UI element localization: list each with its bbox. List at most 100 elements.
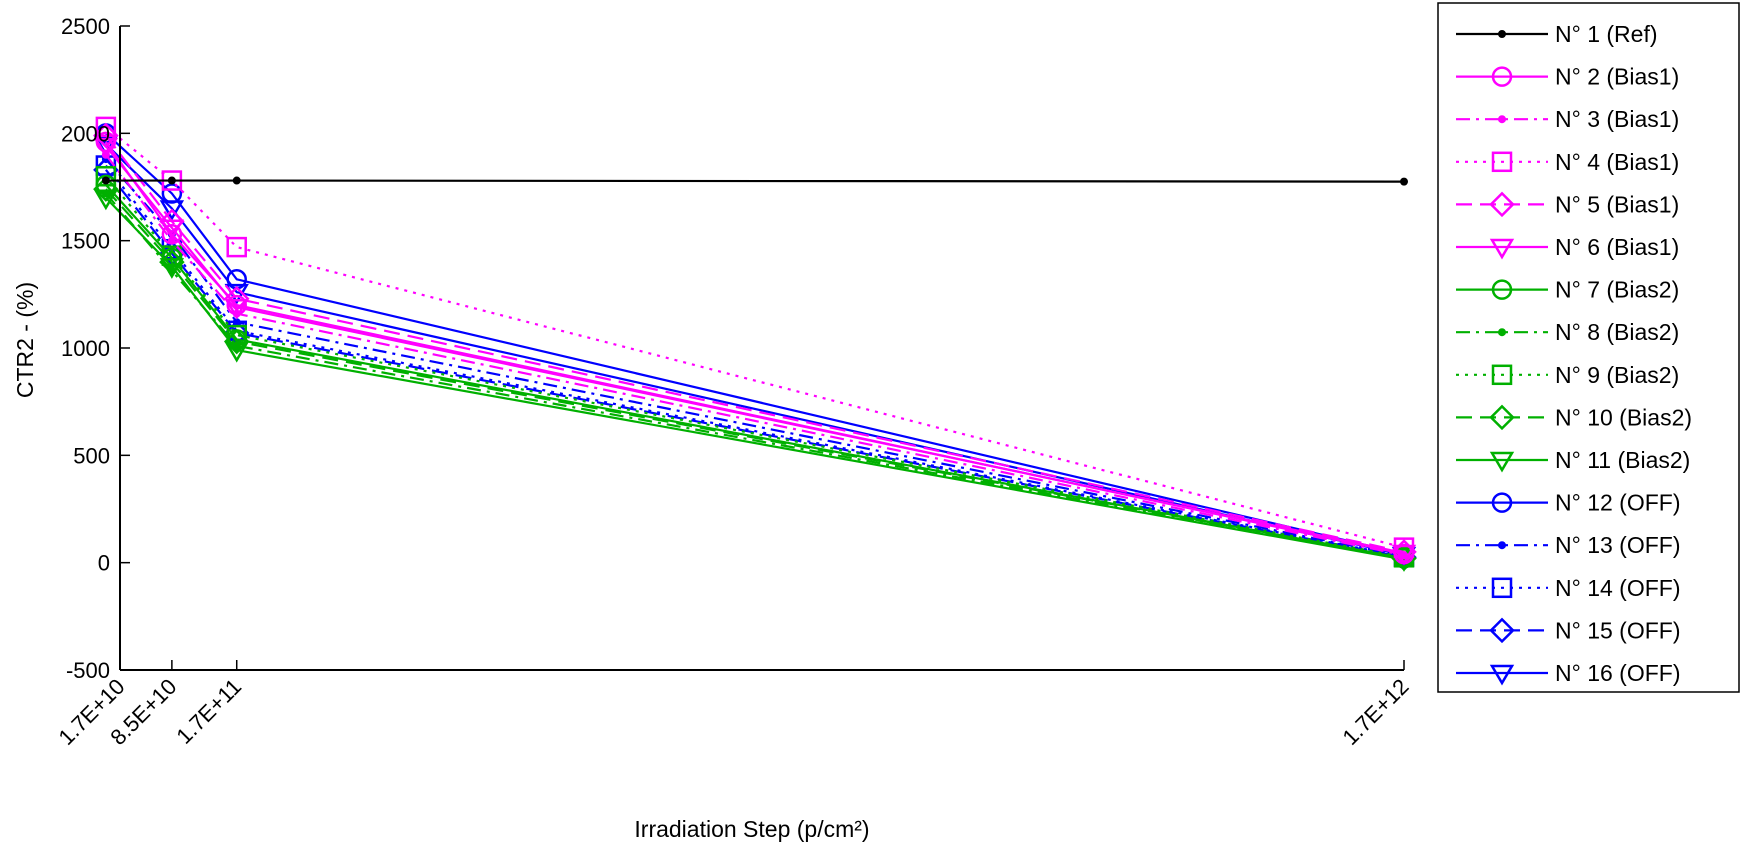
legend-label: N° 8 (Bias2)	[1555, 319, 1679, 345]
plot-series	[93, 116, 1417, 572]
legend-item: N° 7 (Bias2)	[1456, 277, 1679, 303]
legend-label: N° 1 (Ref)	[1555, 21, 1658, 47]
legend-item: N° 2 (Bias1)	[1456, 64, 1679, 90]
series-line	[105, 169, 1405, 559]
x-axis-label: Irradiation Step (p/cm²)	[634, 816, 869, 842]
legend-item: N° 3 (Bias1)	[1456, 106, 1679, 132]
legend-marker	[1489, 451, 1515, 473]
plot-axes: -500050010001500200025001.7E+108.5E+101.…	[53, 14, 1413, 750]
series-line	[105, 179, 1405, 183]
legend-item: N° 4 (Bias1)	[1456, 149, 1679, 175]
legend-label: N° 13 (OFF)	[1555, 532, 1680, 558]
legend-marker	[1491, 364, 1513, 386]
series-line	[105, 184, 1405, 560]
data-point	[224, 298, 249, 320]
legend-item: N° 6 (Bias1)	[1456, 234, 1679, 260]
series-1	[101, 176, 1408, 186]
data-point	[232, 176, 241, 185]
series-7	[95, 174, 1415, 569]
series-line	[105, 192, 1405, 560]
legend-marker	[1491, 151, 1513, 173]
series-line	[104, 141, 1405, 556]
y-axis-label: CTR2 - (%)	[12, 282, 38, 398]
legend-label: N° 10 (Bias2)	[1555, 404, 1692, 430]
data-point	[1400, 177, 1408, 186]
y-tick-label: 1000	[61, 336, 110, 361]
legend-marker	[1489, 191, 1515, 218]
y-tick-label: 0	[98, 551, 110, 576]
series-line	[105, 132, 1405, 556]
series-line	[105, 145, 1405, 555]
data-point	[93, 122, 119, 149]
legend-label: N° 9 (Bias2)	[1555, 362, 1679, 388]
legend-item: N° 13 (OFF)	[1456, 532, 1680, 558]
y-tick-label: 500	[73, 443, 110, 468]
legend-item: N° 1 (Ref)	[1456, 21, 1658, 47]
legend-marker	[1498, 30, 1506, 38]
legend-label: N° 7 (Bias2)	[1555, 277, 1679, 303]
legend-label: N° 5 (Bias1)	[1555, 191, 1679, 217]
x-tick-label: 1.7E+11	[171, 674, 246, 749]
legend-label: N° 11 (Bias2)	[1555, 447, 1690, 473]
legend-item: N° 5 (Bias1)	[1456, 191, 1679, 217]
legend-item: N° 12 (OFF)	[1456, 490, 1680, 516]
data-point	[161, 223, 183, 245]
x-tick-label: 1.7E+12	[1337, 674, 1413, 750]
legend-marker	[1498, 328, 1506, 337]
data-point	[95, 174, 117, 196]
series-9	[95, 166, 1415, 568]
legend-box	[1437, 2, 1740, 693]
data-point	[101, 176, 110, 185]
data-point	[95, 131, 117, 153]
legend-marker	[1498, 115, 1506, 124]
legend-item: N° 10 (Bias2)	[1456, 404, 1692, 430]
legend-marker	[1491, 492, 1513, 513]
series-4	[95, 116, 1415, 558]
data-point	[167, 176, 176, 185]
legend-marker	[1498, 541, 1506, 550]
y-tick-label: 1500	[61, 229, 110, 254]
data-point	[226, 294, 247, 316]
series-line	[105, 143, 1405, 557]
series-line	[105, 126, 1405, 549]
series-2	[95, 131, 1415, 565]
legend-item: N° 11 (Bias2)	[1456, 447, 1690, 473]
legend-label: N° 2 (Bias1)	[1555, 64, 1679, 90]
series-3	[101, 150, 1408, 560]
series-line	[105, 134, 1405, 554]
legend-label: N° 12 (OFF)	[1555, 490, 1680, 516]
legend-marker	[1489, 617, 1515, 644]
legend-label: N° 15 (OFF)	[1555, 617, 1680, 643]
data-point	[95, 116, 117, 138]
legend: N° 1 (Ref) N° 2 (Bias1) N° 3 (Bias1) N° 4 (…	[1437, 2, 1740, 693]
data-point	[223, 285, 250, 312]
legend-item: N° 16 (OFF)	[1456, 660, 1680, 686]
series-line	[105, 196, 1405, 561]
legend-label: N° 3 (Bias1)	[1555, 106, 1679, 132]
legend-item: N° 14 (OFF)	[1456, 575, 1680, 601]
legend-item: N° 9 (Bias2)	[1456, 362, 1679, 388]
legend-label: N° 4 (Bias1)	[1555, 149, 1679, 175]
legend-label: N° 16 (OFF)	[1555, 660, 1680, 686]
series-line	[105, 175, 1405, 559]
y-tick-label: 2000	[61, 121, 110, 146]
series-8	[101, 189, 1408, 563]
data-point	[161, 247, 183, 269]
data-point	[226, 236, 247, 258]
data-point	[101, 150, 110, 159]
series-line	[105, 188, 1405, 560]
legend-marker	[1489, 664, 1515, 686]
series-line	[105, 154, 1405, 557]
legend-marker	[1491, 66, 1513, 87]
legend-marker	[1489, 238, 1515, 260]
legend-label: N° 14 (OFF)	[1555, 575, 1680, 601]
data-point	[232, 318, 241, 327]
y-tick-label: -500	[66, 658, 110, 683]
y-tick-label: 2500	[61, 14, 110, 39]
legend-marker	[1489, 404, 1515, 431]
data-point	[1393, 543, 1415, 565]
data-point	[167, 266, 176, 275]
series-15	[93, 157, 1417, 571]
legend-item: N° 15 (OFF)	[1456, 617, 1680, 643]
